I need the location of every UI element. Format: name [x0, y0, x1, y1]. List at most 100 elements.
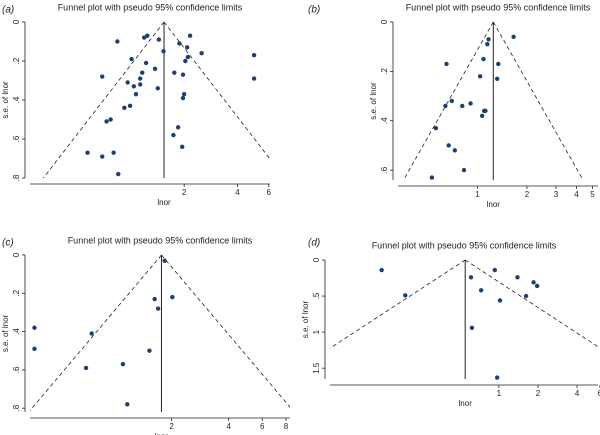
study-point: [251, 76, 257, 81]
study-point: [479, 113, 485, 119]
study-point: [185, 54, 191, 60]
chart-title: Funnel plot with pseudo 95% confidence l…: [68, 235, 253, 245]
study-point: [485, 42, 490, 47]
panel-label: (a): [2, 5, 14, 16]
study-point: [100, 154, 105, 159]
panel: (c) Funnel plot with pseudo 95% confidenc…: [1, 235, 290, 435]
study-point: [534, 283, 540, 289]
study-point: [83, 365, 89, 371]
x-tick-label: 5: [590, 190, 595, 199]
study-point: [32, 346, 37, 352]
funnel-limit: [464, 259, 598, 348]
y-tick-label: .6: [12, 135, 21, 142]
study-point: [494, 76, 500, 81]
study-point: [187, 33, 193, 38]
x-tick-label: 3: [554, 190, 559, 199]
study-point: [486, 37, 491, 42]
y-tick-label: .2: [380, 67, 389, 74]
y-axis-title: s.e. of lnor: [1, 81, 10, 119]
y-axis-title: s.e. of lnor: [301, 300, 310, 338]
study-point: [403, 293, 408, 298]
study-point: [171, 132, 176, 138]
study-point: [478, 288, 484, 293]
study-point: [161, 49, 166, 54]
study-point: [199, 51, 204, 56]
panel: (d) Funnel plot with pseudo 95% confidenc…: [301, 238, 600, 408]
y-tick-label: .8: [12, 174, 21, 181]
study-point: [156, 37, 162, 42]
study-point: [181, 91, 187, 97]
panel-label: (c): [2, 238, 14, 249]
panel-label: (d): [308, 238, 320, 249]
panel: (b) Funnel plot with pseudo 95% confidenc…: [308, 2, 598, 209]
x-axis-title: lnor: [487, 200, 501, 209]
study-point: [129, 56, 134, 62]
y-tick-label: 0: [12, 19, 21, 24]
x-tick-label: 4: [575, 389, 580, 398]
study-point: [481, 56, 486, 62]
y-tick-label: .4: [12, 328, 21, 335]
chart-title: Funnel plot with pseudo 95% confidence l…: [406, 2, 591, 12]
funnel-limit: [30, 254, 162, 412]
study-point: [494, 375, 500, 380]
study-point: [497, 298, 503, 303]
study-point: [155, 306, 161, 311]
study-point: [152, 66, 158, 72]
funnel-limit: [161, 254, 290, 408]
x-tick-label: 8: [284, 422, 289, 431]
study-point: [162, 258, 167, 263]
panel-label: (b): [308, 5, 320, 16]
study-point: [184, 45, 190, 50]
study-point: [183, 58, 188, 64]
study-point: [492, 267, 498, 273]
study-point: [461, 167, 467, 173]
study-point: [111, 150, 116, 155]
y-tick-label: .2: [12, 289, 21, 296]
funnel: [403, 21, 584, 181]
y-axis-title: s.e. of lnor: [1, 314, 10, 352]
study-point: [147, 348, 152, 353]
x-tick-label: 6: [260, 422, 265, 431]
chart-title: Funnel plot with pseudo 95% confidence l…: [58, 2, 243, 12]
study-point: [531, 280, 536, 285]
x-tick-label: 6: [267, 188, 272, 197]
study-point: [496, 61, 501, 67]
study-point: [104, 119, 109, 124]
study-point: [444, 61, 449, 67]
funnel: [30, 254, 290, 412]
study-point: [452, 148, 458, 153]
study-point: [175, 125, 181, 130]
chart-title: Funnel plot with pseudo 95% confidence l…: [372, 240, 557, 250]
x-tick-label: 2: [525, 190, 530, 199]
y-tick-label: .2: [12, 57, 21, 64]
x-axis-title: lnor: [157, 198, 171, 207]
panel: (a) Funnel plot with pseudo 95% confidenc…: [1, 2, 272, 207]
study-point: [125, 80, 130, 85]
x-tick-label: 4: [227, 422, 232, 431]
y-tick-label: 0: [312, 257, 321, 262]
study-point: [379, 267, 384, 273]
study-point: [89, 331, 94, 336]
x-tick-label: 2: [182, 188, 187, 197]
study-point: [116, 171, 121, 177]
study-point: [177, 41, 182, 46]
study-point: [172, 70, 177, 75]
funnel-limit: [492, 21, 584, 181]
funnel: [330, 259, 598, 349]
study-point: [170, 294, 175, 300]
study-point: [477, 74, 483, 79]
x-axis-title: lnor: [155, 432, 169, 435]
study-point: [32, 325, 37, 330]
study-point: [180, 72, 186, 77]
funnel: [43, 21, 270, 179]
study-point: [152, 296, 157, 302]
study-point: [140, 70, 145, 75]
study-point: [138, 76, 143, 81]
y-axis-title: s.e. of lnor: [369, 82, 378, 120]
y-tick-label: 0: [380, 19, 389, 24]
study-point: [443, 103, 448, 109]
study-point: [180, 95, 186, 101]
study-point: [131, 84, 137, 89]
y-tick-label: .8: [12, 404, 21, 411]
